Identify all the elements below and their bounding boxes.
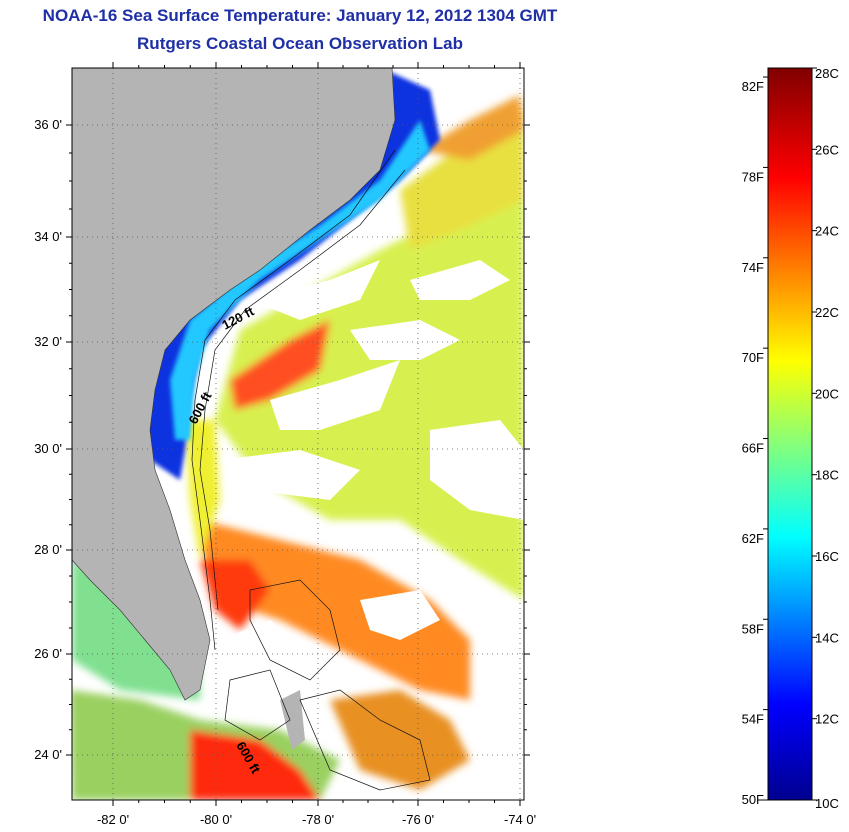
colorbar-f-label: 82F (742, 79, 764, 94)
map-frame (71, 67, 525, 801)
colorbar-f-label: 74F (742, 260, 764, 275)
colorbar-f-label: 54F (742, 712, 764, 727)
lon-label: -82 0' (97, 812, 129, 827)
colorbar-c-label: 10C (815, 796, 839, 811)
lon-labels: -82 0' -80 0' -78 0' -76 0' -74 0' (97, 812, 536, 827)
lat-label: 28 0' (34, 542, 62, 557)
cloud-mask (220, 260, 524, 690)
colorbar: 82F 78F 74F 70F 66F 62F 58F 54F 50F 28C 26C 24C 22C… (742, 66, 839, 811)
colorbar-f-label: 50F (742, 792, 764, 807)
colorbar-c-label: 18C (815, 468, 839, 483)
map-grid (72, 68, 524, 800)
map-area: 120 ft 600 ft 600 ft (72, 68, 524, 800)
lat-label: 36 0' (34, 117, 62, 132)
colorbar-c-label: 16C (815, 549, 839, 564)
colorbar-c-label: 24C (815, 224, 839, 239)
lon-label: -80 0' (200, 812, 232, 827)
colorbar-f-label: 58F (742, 621, 764, 636)
cool-shelf-water (170, 120, 430, 440)
island-andros (280, 690, 305, 750)
colorbar-c-label: 28C (815, 66, 839, 81)
depth-contours (191, 149, 431, 791)
lon-label: -78 0' (302, 812, 334, 827)
lat-labels: 36 0' 34 0' 32 0' 30 0' 28 0' 26 0' 24 0' (34, 117, 62, 762)
page-title: NOAA-16 Sea Surface Temperature: January… (42, 6, 558, 25)
lat-label: 34 0' (34, 229, 62, 244)
colorbar-c-label: 14C (815, 630, 839, 645)
colorbar-f-label: 70F (742, 350, 764, 365)
lon-label: -76 0' (402, 812, 434, 827)
land-mass (72, 68, 396, 701)
lat-label: 26 0' (34, 646, 62, 661)
colorbar-c-label: 26C (815, 142, 839, 157)
colorbar-c-label: 22C (815, 305, 839, 320)
colorbar-gradient (767, 67, 813, 801)
colorbar-f-label: 62F (742, 531, 764, 546)
page-subtitle: Rutgers Coastal Ocean Observation Lab (137, 34, 463, 53)
lat-label: 32 0' (34, 334, 62, 349)
lat-label: 24 0' (34, 747, 62, 762)
colorbar-c-label: 12C (815, 712, 839, 727)
lat-label: 30 0' (34, 441, 62, 456)
lon-label: -74 0' (504, 812, 536, 827)
colorbar-c-label: 20C (815, 386, 839, 401)
map-ticks (66, 62, 530, 806)
colorbar-f-label: 78F (742, 169, 764, 184)
colorbar-f-label: 66F (742, 441, 764, 456)
